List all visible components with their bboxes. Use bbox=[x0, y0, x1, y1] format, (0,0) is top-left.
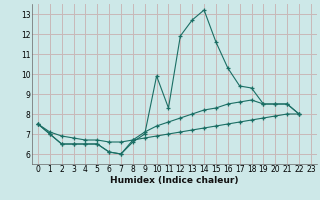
X-axis label: Humidex (Indice chaleur): Humidex (Indice chaleur) bbox=[110, 176, 239, 185]
